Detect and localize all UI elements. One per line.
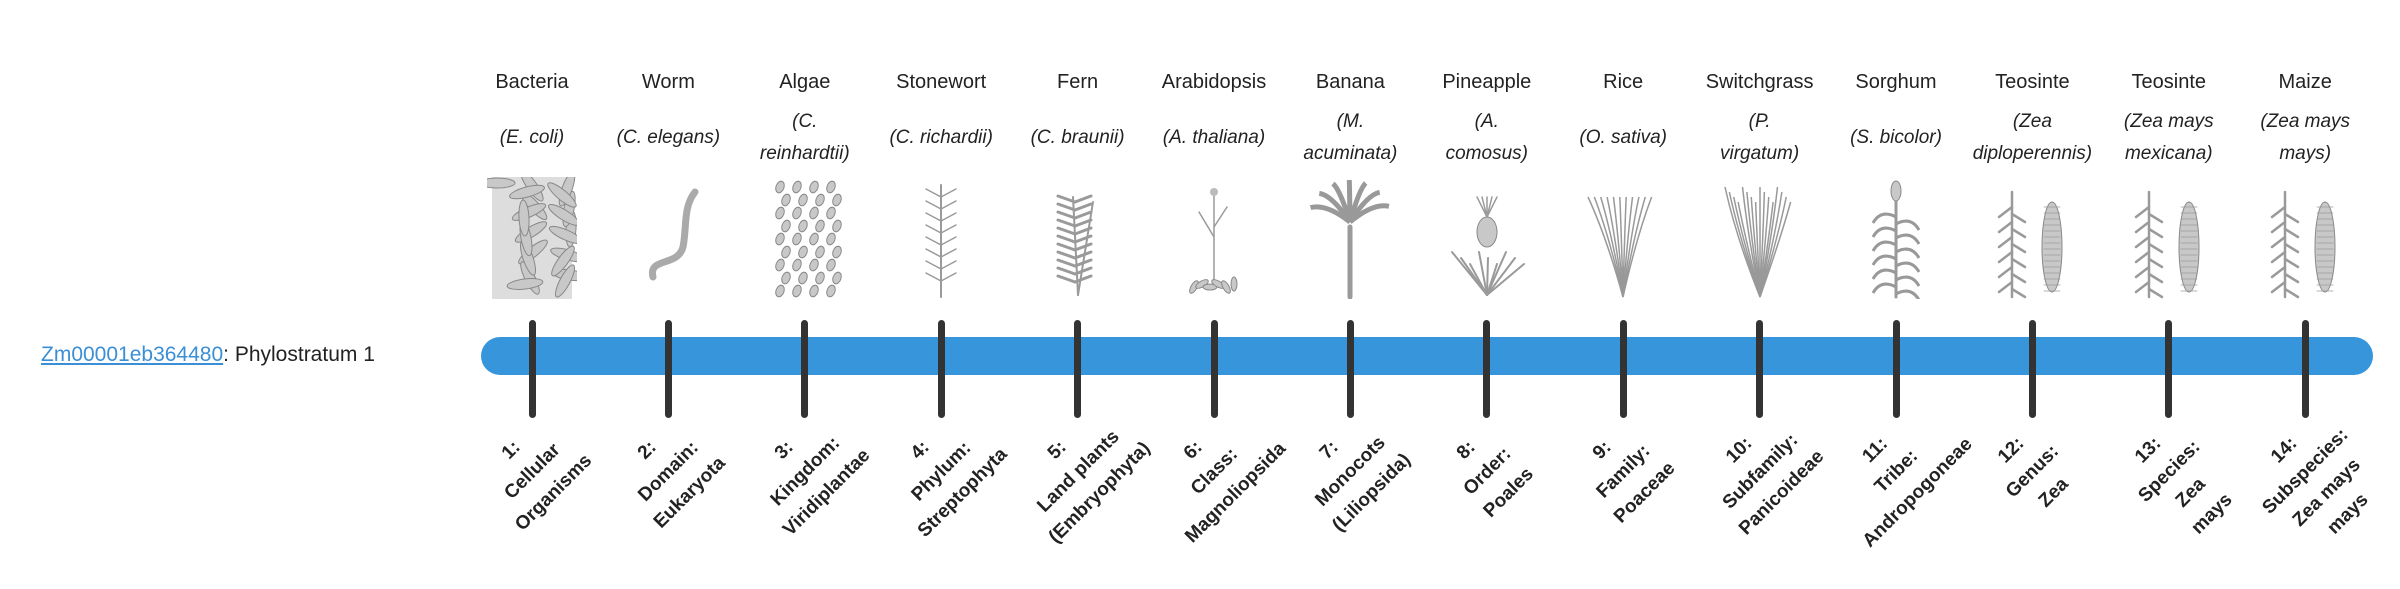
common-name: Teosinte (2131, 71, 2207, 93)
latin-name-line: (Zea (2012, 111, 2052, 132)
latin-name: (C. braunii) (1008, 122, 1148, 154)
gene-id-link[interactable]: Zm00001eb364480 (41, 343, 224, 366)
latin-name-line: (S. bicolor) (1850, 127, 1942, 148)
organism-column: Stonewort (C. richardii) (871, 62, 1011, 298)
organism-column: Switchgrass (P. virgatum) (1690, 62, 1830, 298)
latin-name-line: (C. (792, 111, 818, 132)
common-name: Stonewort (896, 71, 987, 93)
phylostratum-timeline-bar (481, 337, 2373, 375)
latin-name-line: (C. elegans) (616, 127, 721, 148)
organism-column: Algae (C. reinhardtii) (735, 62, 875, 298)
latin-name: (Zea mays mays) (2235, 106, 2375, 170)
latin-name-line: (E. coli) (499, 127, 565, 148)
timeline-tick-5 (1074, 320, 1082, 418)
timeline-tick-2 (664, 320, 672, 418)
timeline-tick-13 (2165, 320, 2173, 418)
organism-column: Banana (M. acuminata) (1280, 62, 1420, 300)
latin-name: (E. coli) (462, 122, 602, 154)
latin-name-line: (Zea mays (2123, 111, 2214, 132)
arabidopsis-icon (1169, 177, 1259, 299)
organism-column: Sorghum (S. bicolor) (1826, 62, 1966, 301)
sorghum-icon (1851, 177, 1941, 301)
teosinte-icon (1987, 177, 2077, 299)
switchgrass-icon (1715, 177, 1805, 299)
timeline-tick-3 (801, 320, 809, 418)
latin-name-line: (A. (1474, 111, 1499, 132)
common-name: Pineapple (1442, 71, 1532, 93)
latin-name: (P. virgatum) (1690, 106, 1830, 170)
timeline-tick-1 (528, 320, 536, 418)
latin-name-line: mays) (2279, 143, 2332, 164)
algae-cells-icon (760, 177, 850, 299)
latin-name-line: acuminata) (1303, 143, 1398, 164)
latin-name-line: (C. richardii) (889, 127, 993, 148)
latin-name-line: (O. sativa) (1579, 127, 1667, 148)
phylostratum-text: : Phylostratum 1 (223, 343, 375, 366)
organism-column: Teosinte (Zea mays mexicana) (2099, 62, 2239, 299)
timeline-tick-6 (1210, 320, 1218, 418)
timeline-tick-9 (1619, 320, 1627, 418)
latin-name-line: (M. (1336, 111, 1365, 132)
common-name: Sorghum (1855, 71, 1937, 93)
common-name: Rice (1603, 71, 1644, 93)
timeline-tick-11 (1892, 320, 1900, 418)
rice-icon (1578, 177, 1668, 299)
latin-name: (C. elegans) (598, 122, 738, 154)
latin-name: (C. richardii) (871, 122, 1011, 154)
common-name: Worm (641, 71, 695, 93)
latin-name: (Zea mays mexicana) (2099, 106, 2239, 170)
fern-icon (1033, 177, 1123, 299)
timeline-tick-10 (1756, 320, 1764, 418)
latin-name-line: virgatum) (1720, 143, 1800, 164)
common-name: Bacteria (495, 71, 569, 93)
pineapple-icon (1442, 177, 1532, 299)
latin-name-line: mexicana) (2124, 143, 2213, 164)
common-name: Algae (779, 71, 831, 93)
latin-name-line: (Zea mays (2260, 111, 2351, 132)
teosinte-icon (2124, 177, 2214, 299)
latin-name: (Zea diploperennis) (1962, 106, 2102, 170)
latin-name-line: (P. (1748, 111, 1771, 132)
common-name: Maize (2278, 71, 2332, 93)
maize-icon (2260, 177, 2350, 299)
latin-name: (S. bicolor) (1826, 122, 1966, 154)
organism-column: Maize (Zea mays mays) (2235, 62, 2375, 299)
organism-column: Teosinte (Zea diploperennis) (1962, 62, 2102, 299)
organism-column: Bacteria (E. coli) (462, 62, 602, 299)
latin-name: (O. sativa) (1553, 122, 1693, 154)
rod-bacteria-icon (478, 170, 589, 299)
gene-phylostratum-label: Zm00001eb364480: Phylostratum 1 (41, 340, 375, 370)
latin-name: (C. reinhardtii) (735, 106, 875, 170)
latin-name-line: reinhardtii) (759, 143, 850, 164)
latin-name-line: (C. braunii) (1030, 127, 1125, 148)
organism-column: Arabidopsis (A. thaliana) (1144, 62, 1284, 294)
timeline-tick-12 (2028, 320, 2036, 418)
rank-label: 14: Subspecies: Zea mays mays (2211, 376, 2400, 588)
stonewort-icon (896, 177, 986, 299)
timeline-tick-4 (937, 320, 945, 418)
latin-name-line: (A. thaliana) (1162, 127, 1266, 148)
common-name: Teosinte (1995, 71, 2070, 93)
common-name: Arabidopsis (1161, 71, 1267, 93)
banana-plant-icon (1305, 177, 1395, 300)
common-name: Fern (1057, 71, 1099, 93)
latin-name: (A. comosus) (1417, 106, 1557, 170)
latin-name-line: diploperennis) (1972, 143, 2093, 164)
worm-icon (623, 177, 713, 299)
timeline-tick-8 (1483, 320, 1491, 418)
organism-column: Fern (C. braunii) (1008, 62, 1148, 296)
latin-name-line: comosus) (1445, 143, 1528, 164)
organism-column: Rice (O. sativa) (1553, 62, 1693, 298)
common-name: Switchgrass (1705, 71, 1814, 93)
organism-column: Pineapple (A. comosus) (1417, 62, 1557, 296)
common-name: Banana (1315, 71, 1385, 93)
timeline-tick-14 (2301, 320, 2309, 418)
organism-column: Worm (C. elegans) (598, 62, 738, 281)
latin-name: (M. acuminata) (1280, 106, 1420, 170)
latin-name: (A. thaliana) (1144, 122, 1284, 154)
timeline-tick-7 (1346, 320, 1354, 418)
